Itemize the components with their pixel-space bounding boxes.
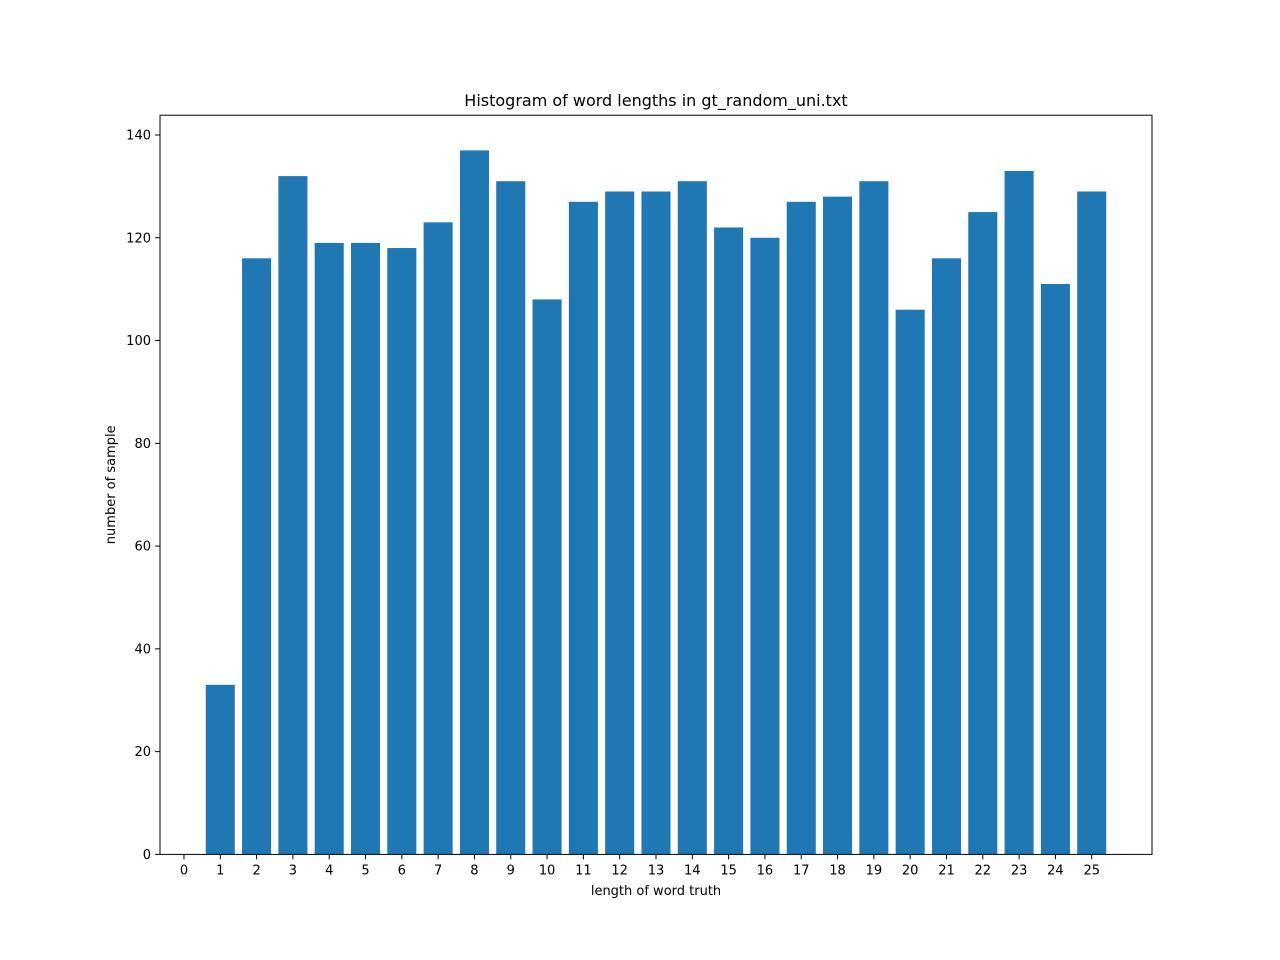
x-tick-label: 4 <box>325 863 333 878</box>
bar-length-8 <box>459 150 489 855</box>
bar-length-21 <box>931 258 962 855</box>
x-tick-label: 23 <box>1011 863 1028 878</box>
y-tick-label: 60 <box>134 540 151 555</box>
bar-length-22 <box>968 212 998 855</box>
bar-length-23 <box>1004 170 1034 855</box>
x-tick-label: 11 <box>575 863 592 878</box>
x-tick-label: 9 <box>507 863 515 878</box>
bar-length-5 <box>350 242 381 855</box>
x-tick-label: 25 <box>1083 863 1100 878</box>
y-axis-title: number of sample <box>104 425 119 544</box>
y-tick-label: 40 <box>134 642 151 657</box>
y-tick-label: 80 <box>134 437 151 452</box>
bar-length-18 <box>823 196 853 855</box>
x-tick-label: 18 <box>829 863 846 878</box>
bar-length-11 <box>568 201 598 855</box>
x-tick-label: 20 <box>902 863 919 878</box>
x-tick-label: 2 <box>252 863 260 878</box>
x-tick-label: 6 <box>398 863 406 878</box>
x-tick-label: 10 <box>539 863 556 878</box>
bars-layer <box>205 150 1107 855</box>
bar-length-3 <box>278 176 308 855</box>
x-tick-label: 15 <box>720 863 737 878</box>
x-tick-label: 12 <box>611 863 628 878</box>
bar-length-19 <box>859 181 889 855</box>
bar-length-6 <box>387 248 417 855</box>
y-tick-label: 20 <box>134 745 151 760</box>
y-axis: 0 20 40 60 80 100 120 140 <box>126 128 160 863</box>
bar-length-20 <box>895 309 925 855</box>
bar-length-4 <box>314 242 344 855</box>
bar-length-13 <box>641 191 671 855</box>
x-tick-label: 17 <box>793 863 810 878</box>
bar-length-14 <box>677 181 707 855</box>
bar-length-12 <box>605 191 635 855</box>
y-tick-label: 100 <box>126 334 151 349</box>
bar-length-2 <box>242 258 272 855</box>
bar-length-24 <box>1040 284 1070 855</box>
bar-length-1 <box>205 684 235 855</box>
bar-length-10 <box>532 299 562 855</box>
bar-length-9 <box>496 181 526 855</box>
x-tick-label: 0 <box>180 863 188 878</box>
x-tick-label: 21 <box>938 863 955 878</box>
bar-length-15 <box>714 227 744 855</box>
x-tick-label: 24 <box>1047 863 1064 878</box>
bar-length-25 <box>1077 191 1107 855</box>
x-tick-label: 8 <box>470 863 478 878</box>
x-axis: 0 1 2 3 4 5 6 7 8 9 10 11 12 13 14 15 16 17 18 19 20 21 22 23 24… <box>180 854 1100 878</box>
bar-length-17 <box>786 201 816 855</box>
x-tick-label: 14 <box>684 863 701 878</box>
chart-title: Histogram of word lengths in gt_random_u… <box>464 91 847 111</box>
bar-length-7 <box>423 222 453 855</box>
x-axis-title: length of word truth <box>591 884 721 899</box>
x-tick-label: 19 <box>866 863 883 878</box>
y-tick-label: 0 <box>143 848 151 863</box>
x-tick-label: 16 <box>757 863 774 878</box>
x-tick-label: 5 <box>361 863 369 878</box>
x-tick-label: 3 <box>289 863 297 878</box>
y-tick-label: 140 <box>126 128 151 143</box>
x-tick-label: 22 <box>975 863 992 878</box>
x-tick-label: 1 <box>216 863 224 878</box>
y-tick-label: 120 <box>126 231 151 246</box>
bar-length-16 <box>750 237 780 855</box>
x-tick-label: 13 <box>648 863 665 878</box>
x-tick-label: 7 <box>434 863 442 878</box>
